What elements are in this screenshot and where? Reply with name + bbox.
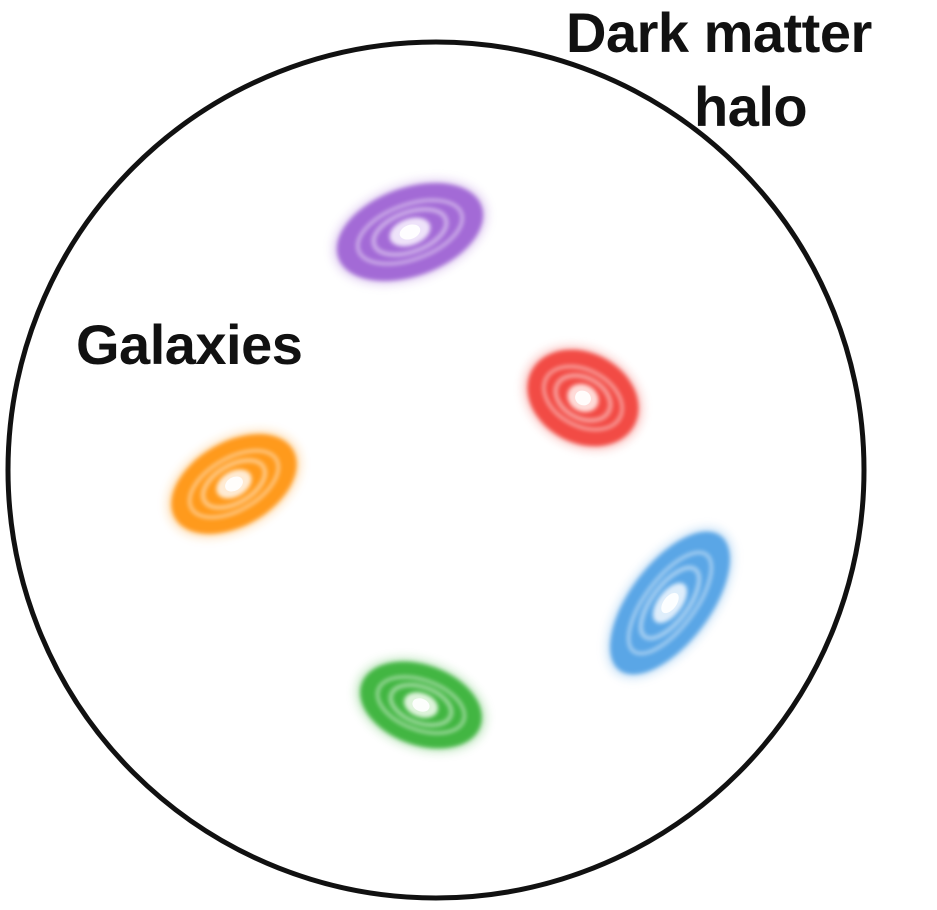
orange-galaxy <box>167 430 301 538</box>
green-galaxy <box>356 658 486 752</box>
red-galaxy <box>523 346 643 450</box>
dark-matter-halo-outline <box>5 39 867 901</box>
galaxies-label: Galaxies <box>76 313 303 376</box>
blue-galaxy <box>606 528 734 678</box>
purple-galaxy <box>333 180 487 284</box>
halo-label-line-1: Dark matter <box>566 1 872 64</box>
halo-label-line-2: halo <box>694 75 808 138</box>
galaxy-group <box>167 180 734 752</box>
